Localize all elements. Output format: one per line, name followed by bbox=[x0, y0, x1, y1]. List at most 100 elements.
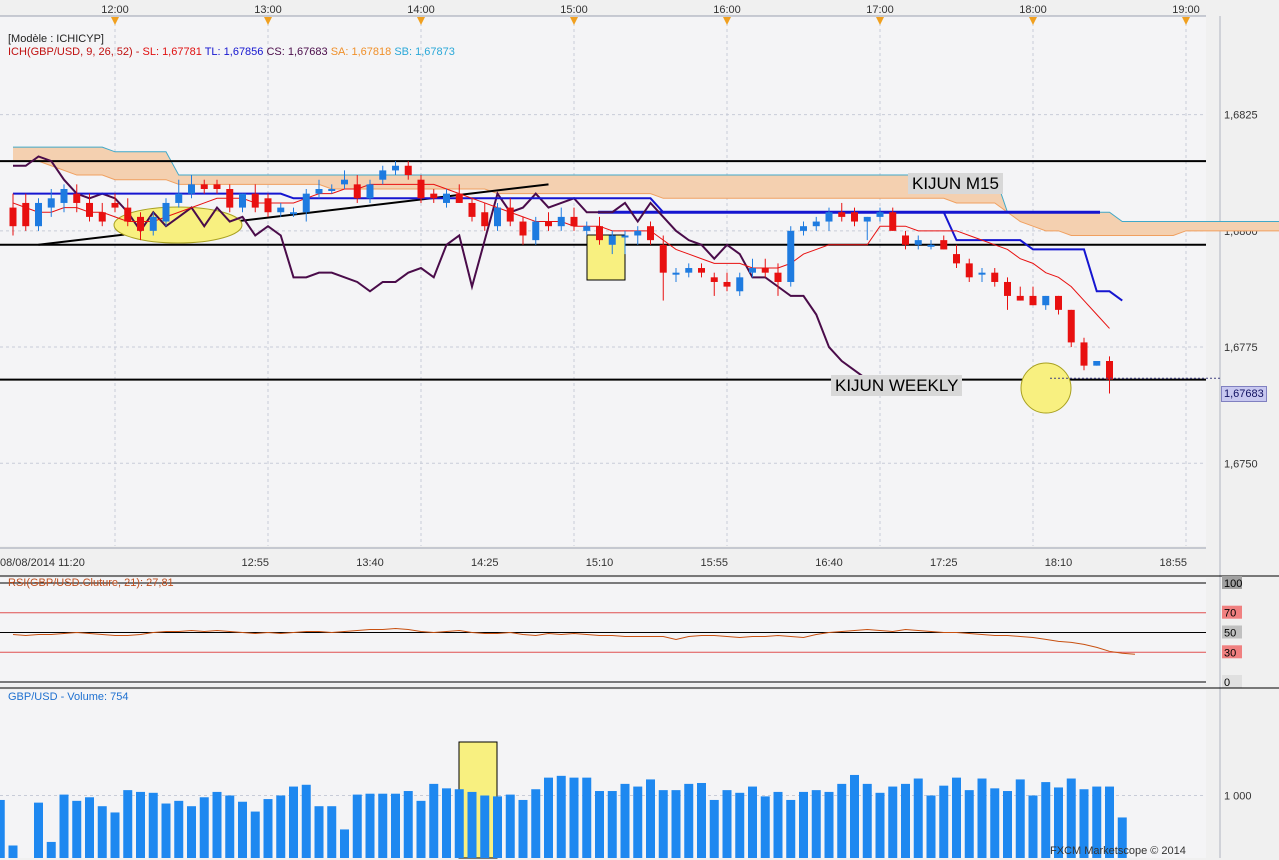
candle-body bbox=[863, 216, 871, 222]
volume-bar bbox=[314, 806, 324, 858]
rsi-level-tick-30: 30 bbox=[1224, 647, 1236, 659]
top-time-tick-6: 18:00 bbox=[1019, 4, 1047, 16]
volume-bar bbox=[187, 806, 196, 858]
volume-bar bbox=[760, 796, 770, 858]
candle-body bbox=[1029, 295, 1037, 306]
volume-tick-1000: 1 000 bbox=[1224, 790, 1252, 802]
candle-body bbox=[902, 235, 909, 245]
candle-body bbox=[366, 184, 374, 199]
candle-body bbox=[787, 230, 795, 282]
top-time-tick-2: 14:00 bbox=[407, 4, 435, 16]
candle-body bbox=[774, 272, 782, 282]
rsi-level-tick-50: 50 bbox=[1224, 628, 1236, 640]
candle-body bbox=[200, 184, 208, 189]
volume-bar bbox=[289, 786, 298, 858]
volume-bar bbox=[901, 783, 910, 858]
time-marker-icon bbox=[417, 17, 425, 25]
volume-bar bbox=[926, 795, 936, 858]
span-a-legend: SA: 1,67818 bbox=[330, 46, 392, 58]
candle-body bbox=[634, 230, 642, 236]
candle-body bbox=[290, 212, 297, 215]
candle-body bbox=[251, 193, 259, 208]
volume-bar bbox=[148, 792, 158, 858]
candle-body bbox=[940, 240, 948, 250]
volume-bar bbox=[556, 775, 566, 858]
time-marker-icon bbox=[1182, 17, 1190, 25]
candle-body bbox=[621, 235, 629, 238]
candle-body bbox=[60, 189, 68, 203]
volume-bar bbox=[97, 806, 107, 858]
candle-body bbox=[1093, 361, 1101, 366]
volume-bar bbox=[582, 777, 592, 858]
candle-body bbox=[455, 193, 463, 203]
candle-body bbox=[22, 202, 30, 227]
candle-body bbox=[698, 268, 705, 273]
volume-bar bbox=[1054, 787, 1063, 858]
price-tick-3: 1,6825 bbox=[1224, 110, 1258, 122]
volume-bar bbox=[391, 793, 400, 858]
volume-bar bbox=[773, 791, 783, 858]
candle-body bbox=[481, 212, 489, 227]
candle-body bbox=[914, 240, 922, 245]
bottom-time-tick-9: 18:55 bbox=[1159, 557, 1187, 569]
volume-bar bbox=[123, 790, 133, 858]
volume-bar bbox=[607, 791, 617, 858]
volume-bar bbox=[569, 777, 579, 858]
candle-body bbox=[417, 179, 425, 199]
candle-body bbox=[264, 198, 272, 213]
volume-bar bbox=[735, 792, 745, 858]
volume-bar bbox=[964, 790, 974, 858]
senkou-span-b-line bbox=[13, 146, 1279, 223]
volume-bar bbox=[416, 800, 426, 858]
candle-body bbox=[608, 235, 616, 245]
candle-body bbox=[341, 179, 348, 185]
volume-bar bbox=[0, 799, 5, 858]
candle-body bbox=[583, 226, 591, 231]
last-price-badge: 1,67683 bbox=[1221, 386, 1267, 402]
candle-body bbox=[557, 216, 565, 227]
candle-body bbox=[328, 189, 336, 191]
kijun-legend: TL: 1,67856 bbox=[204, 46, 264, 58]
volume-bar bbox=[633, 786, 643, 858]
candle-body bbox=[443, 193, 450, 203]
candle-body bbox=[111, 202, 119, 208]
time-marker-icon bbox=[723, 17, 731, 25]
candle-body bbox=[188, 184, 195, 194]
candle-body bbox=[723, 281, 731, 287]
volume-bar bbox=[952, 777, 961, 858]
volume-bar bbox=[72, 800, 82, 858]
rsi-level-tick-70: 70 bbox=[1224, 608, 1236, 620]
kijun-m15-annotation: KIJUN M15 bbox=[908, 173, 1003, 194]
candle-body bbox=[149, 216, 157, 231]
span-b-legend: SB: 1,67873 bbox=[394, 46, 455, 58]
candle-body bbox=[965, 263, 973, 278]
candle-body bbox=[1067, 309, 1075, 343]
ichimoku-legend: ICH(GBP/USD, 9, 26, 52) - SL: 1,67781 TL… bbox=[8, 46, 455, 58]
candle-body bbox=[277, 207, 285, 213]
candle-body bbox=[570, 216, 578, 227]
candle-body bbox=[430, 193, 438, 199]
candle-body bbox=[978, 272, 986, 275]
candle-body bbox=[647, 226, 654, 241]
volume-bar bbox=[671, 790, 681, 858]
volume-bar bbox=[824, 791, 834, 858]
candle-body bbox=[889, 212, 897, 231]
highlight-box-volume bbox=[458, 741, 498, 859]
bottom-time-tick-7: 17:25 bbox=[930, 557, 958, 569]
candle-body bbox=[506, 207, 514, 222]
candle-body bbox=[953, 254, 960, 264]
volume-label: GBP/USD - Volume: 754 bbox=[8, 691, 129, 703]
candle-body bbox=[9, 207, 17, 227]
candle-body bbox=[545, 221, 552, 227]
highlight-ellipse-left bbox=[113, 206, 243, 244]
volume-bar bbox=[1079, 789, 1089, 858]
candle-body bbox=[162, 202, 170, 222]
rsi-level-badge-bg bbox=[1222, 576, 1242, 589]
candle-body bbox=[825, 212, 833, 222]
bottom-time-tick-2: 13:40 bbox=[356, 557, 384, 569]
candle-body bbox=[685, 268, 693, 273]
volume-bar bbox=[1092, 786, 1102, 858]
volume-bar bbox=[263, 799, 273, 858]
candle-body bbox=[353, 184, 361, 199]
